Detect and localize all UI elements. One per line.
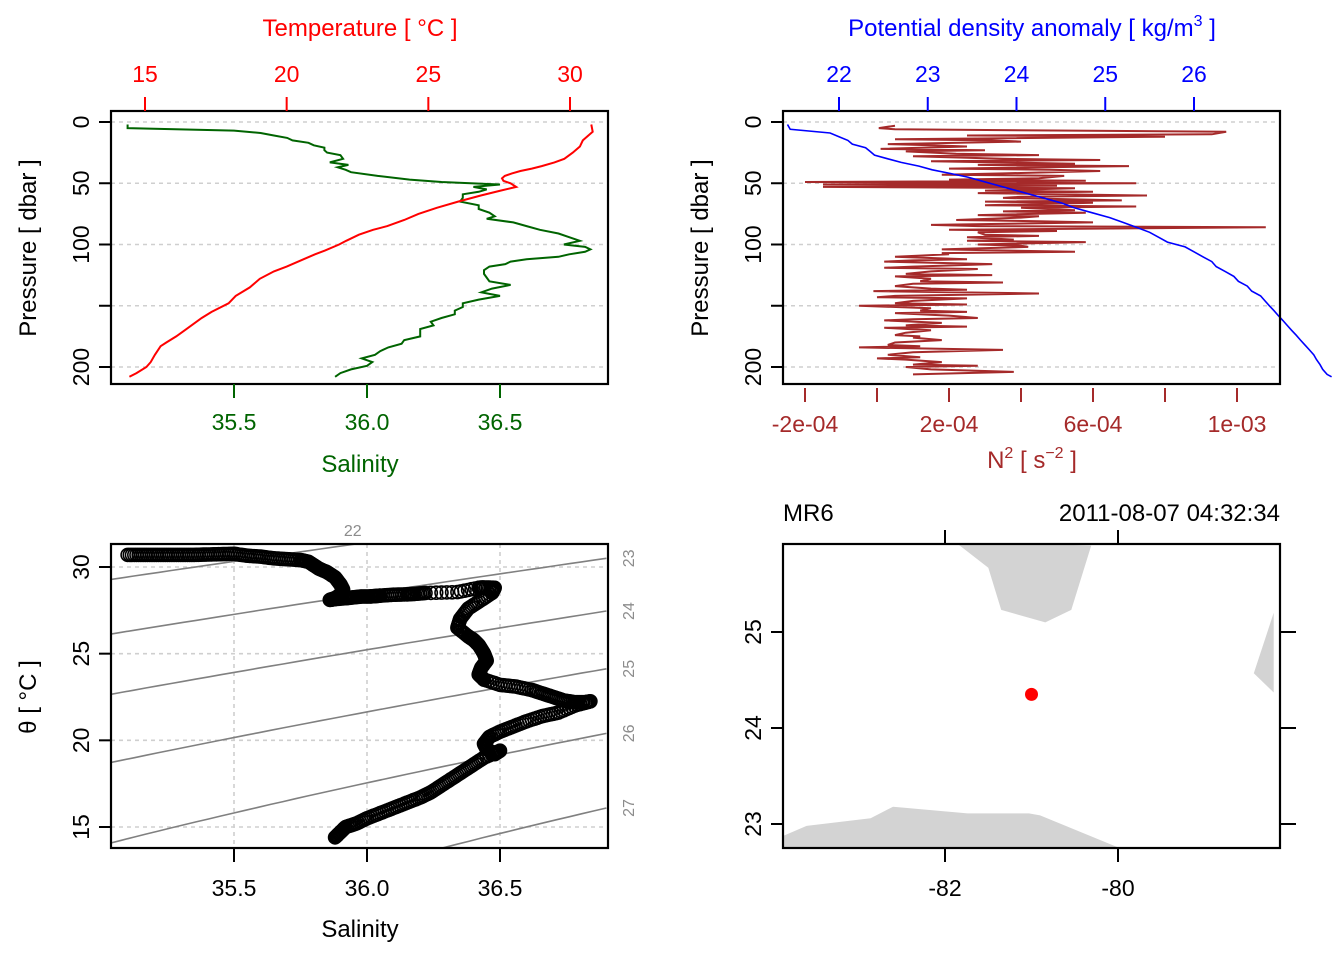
top-tick-label: 30 <box>557 61 583 87</box>
isopycnal-label: 24 <box>621 602 638 620</box>
y-axis-label: Pressure [ dbar ] <box>687 159 714 336</box>
top-axis-label: Potential density anomaly [ kg/m3 ] <box>848 13 1216 42</box>
top-tick-label: 25 <box>1092 61 1118 87</box>
panel-station-map: -82 -80 23 24 25 MR6 2011-08-07 04:32:34 <box>740 500 1296 901</box>
y-tick-label: 100 <box>740 225 766 263</box>
y-tick-label: 15 <box>68 814 94 840</box>
land-polygon <box>1253 612 1274 693</box>
label-superscript: 2 <box>1004 445 1013 462</box>
isopycnal-label: 25 <box>621 660 638 678</box>
y-tick-label: 100 <box>68 225 94 263</box>
panel-ts-profile: 0 50 100 200 15 20 25 30 35.5 36.0 36.5 Temperat… <box>15 15 610 478</box>
bottom-tick-label: 1e-03 <box>1208 411 1267 437</box>
bottom-tick-label: 36.5 <box>478 409 523 435</box>
bottom-tick-label: -2e-04 <box>772 411 839 437</box>
top-tick-label: 20 <box>274 61 300 87</box>
y-tick-label: 50 <box>740 170 766 196</box>
temperature-line <box>128 124 594 378</box>
label-main: Potential density anomaly [ kg/m <box>848 15 1194 42</box>
y-tick-label: 200 <box>740 348 766 386</box>
label-end: ] <box>1203 15 1216 42</box>
data-point <box>333 824 348 840</box>
x-tick-label: -82 <box>928 875 961 901</box>
data-point <box>428 585 444 601</box>
isopycnal-line <box>111 610 607 696</box>
y-tick-label: 25 <box>740 619 766 645</box>
x-tick-label: -80 <box>1101 875 1134 901</box>
data-point <box>418 585 433 601</box>
y-tick-label: 0 <box>740 116 766 129</box>
density-line <box>786 124 1332 378</box>
x-tick-label: 36.0 <box>345 875 390 901</box>
data-point <box>331 826 346 842</box>
panel-ts-diagram: 22 23 24 25 26 27 15 20 25 30 35.5 36.0 36.5 Salin… <box>15 523 638 943</box>
land-polygon <box>957 544 1092 623</box>
station-timestamp: 2011-08-07 04:32:34 <box>1059 500 1280 527</box>
isopycnal-line <box>439 807 607 848</box>
x-tick-label: 36.5 <box>478 875 523 901</box>
panel-frame <box>109 109 610 386</box>
data-point <box>328 829 344 844</box>
bottom-axis-label: Salinity <box>321 451 398 478</box>
y-tick-label: 25 <box>68 641 94 667</box>
salinity-line <box>126 124 593 378</box>
isopycnal-label: 22 <box>344 523 362 540</box>
isopycnal-label: 23 <box>621 549 638 567</box>
station-label: MR6 <box>783 500 834 527</box>
top-tick-label: 22 <box>826 61 852 87</box>
map-frame <box>781 542 1282 850</box>
y-axis-label: Pressure [ dbar ] <box>15 159 42 336</box>
y-tick-label: 50 <box>68 170 94 196</box>
x-axis-label: Salinity <box>321 916 398 943</box>
bottom-tick-label: 2e-04 <box>920 411 979 437</box>
bottom-tick-label: 35.5 <box>212 409 257 435</box>
label-main: N <box>987 447 1004 474</box>
isopycnal-label: 26 <box>621 724 638 742</box>
y-tick-label: 200 <box>68 348 94 386</box>
y-tick-label: 24 <box>740 715 766 741</box>
panel-frame <box>109 542 610 850</box>
isopycnal-line <box>111 732 607 844</box>
data-point <box>434 585 449 600</box>
station-marker <box>1025 687 1038 701</box>
n2-line <box>804 124 1266 376</box>
y-tick-label: 20 <box>68 728 94 754</box>
top-tick-label: 15 <box>132 61 158 87</box>
bottom-axis-label: N2 [ s−2 ] <box>987 445 1077 474</box>
bottom-tick-label: 6e-04 <box>1064 411 1123 437</box>
y-tick-label: 30 <box>68 554 94 580</box>
y-tick-label: 23 <box>740 811 766 837</box>
isopycnal-line <box>111 544 362 581</box>
label-superscript: −2 <box>1045 445 1063 462</box>
top-axis-label: Temperature [ °C ] <box>263 15 458 42</box>
data-point <box>327 830 343 845</box>
data-point <box>439 585 455 600</box>
top-tick-label: 24 <box>1004 61 1030 87</box>
isopycnal-label: 27 <box>621 799 638 817</box>
top-tick-label: 25 <box>416 61 442 87</box>
land-polygon <box>783 806 1118 847</box>
data-point <box>423 585 439 601</box>
y-tick-label: 0 <box>68 116 94 129</box>
panel-frame <box>781 109 1282 386</box>
y-axis-label: θ [ °C ] <box>15 660 42 734</box>
top-tick-label: 23 <box>915 61 941 87</box>
label-end: ] <box>1064 447 1077 474</box>
bottom-tick-label: 36.0 <box>345 409 390 435</box>
label-superscript: 3 <box>1194 13 1203 30</box>
label-mid: [ s <box>1013 447 1045 474</box>
top-tick-label: 26 <box>1181 61 1207 87</box>
x-tick-label: 35.5 <box>212 875 257 901</box>
